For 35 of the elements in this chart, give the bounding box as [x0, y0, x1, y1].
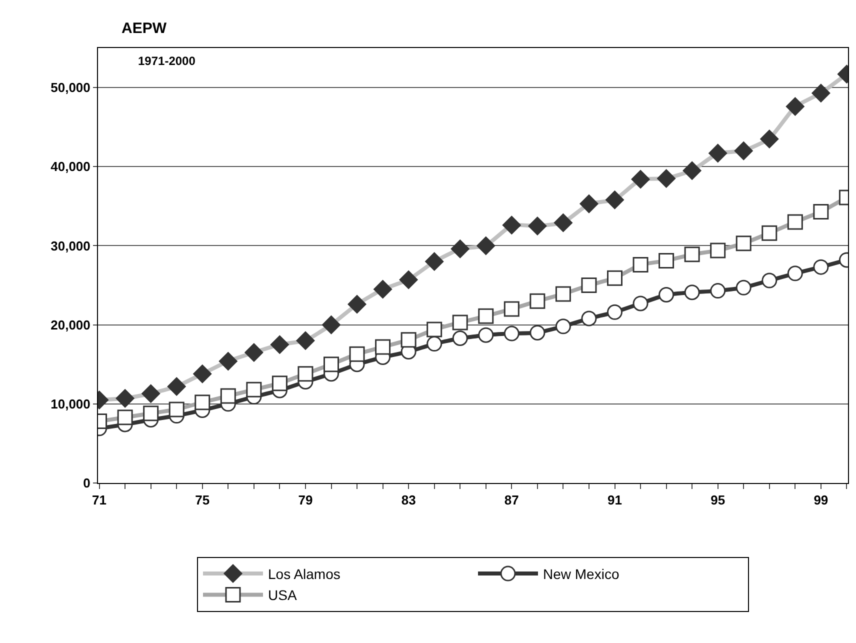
x-tick-label: 99 — [814, 492, 828, 508]
point — [607, 304, 622, 320]
y-tick-label: 10,000 — [50, 396, 90, 412]
legend-label: USA — [268, 587, 298, 604]
chart-title: AEPW — [122, 20, 168, 38]
y-tick-label: 50,000 — [50, 80, 90, 96]
x-tick-label: 95 — [710, 492, 726, 508]
point — [426, 336, 442, 352]
point — [787, 266, 803, 282]
legend-label: Los Alamos — [268, 566, 340, 582]
point — [736, 280, 752, 296]
point — [452, 330, 468, 346]
legend-label: New Mexico — [543, 566, 620, 582]
y-tick-label: 30,000 — [50, 238, 90, 254]
x-tick-label: 83 — [401, 492, 416, 508]
point — [504, 326, 520, 342]
x-tick-label: 87 — [504, 492, 519, 508]
x-tick-label: 75 — [195, 492, 210, 508]
point — [658, 287, 674, 303]
y-tick-label: 20,000 — [50, 317, 90, 332]
y-tick-label: 0 — [83, 476, 90, 491]
annotation: 1971-2000 — [138, 54, 196, 68]
point — [555, 318, 571, 334]
point — [478, 327, 494, 343]
point — [530, 324, 546, 340]
point — [581, 310, 597, 326]
x-tick-label: 79 — [298, 492, 313, 508]
point — [762, 272, 778, 288]
point — [813, 259, 829, 275]
point — [710, 283, 726, 299]
x-tick-label: 91 — [608, 492, 622, 508]
point — [632, 296, 648, 312]
x-tick-label: 71 — [92, 492, 107, 508]
y-tick-label: 40,000 — [50, 159, 90, 174]
point — [684, 284, 700, 300]
